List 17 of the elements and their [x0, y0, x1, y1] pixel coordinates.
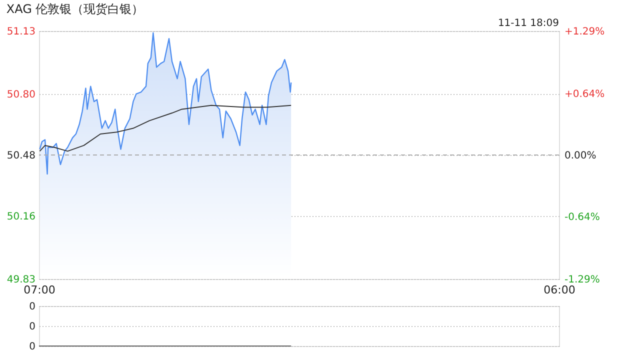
y2-tick-label: +0.64% — [564, 88, 605, 100]
x-tick-label: 07:00 — [24, 284, 56, 296]
y2-tick-label: -1.29% — [564, 274, 600, 286]
y-tick-label: 50.48 — [6, 150, 36, 162]
y-tick-label: 0 — [29, 342, 36, 352]
y-tick-label: 49.83 — [6, 274, 36, 286]
y2-tick-label: 0.00% — [564, 150, 596, 162]
y-tick-label: 0 — [29, 322, 36, 332]
chart-title: XAG 伦敦银（现货白银） — [6, 2, 144, 16]
y2-tick-label: -0.64% — [564, 212, 600, 224]
x-tick-label: 06:00 — [544, 284, 576, 296]
y-tick-label: 50.80 — [6, 89, 36, 100]
y2-tick-label: +1.29% — [564, 26, 605, 38]
text: 11-11 18:09 — [498, 18, 559, 29]
y-tick-label: 0 — [29, 302, 36, 312]
y-tick-label: 51.13 — [6, 26, 36, 38]
y-tick-label: 50.16 — [6, 212, 36, 223]
